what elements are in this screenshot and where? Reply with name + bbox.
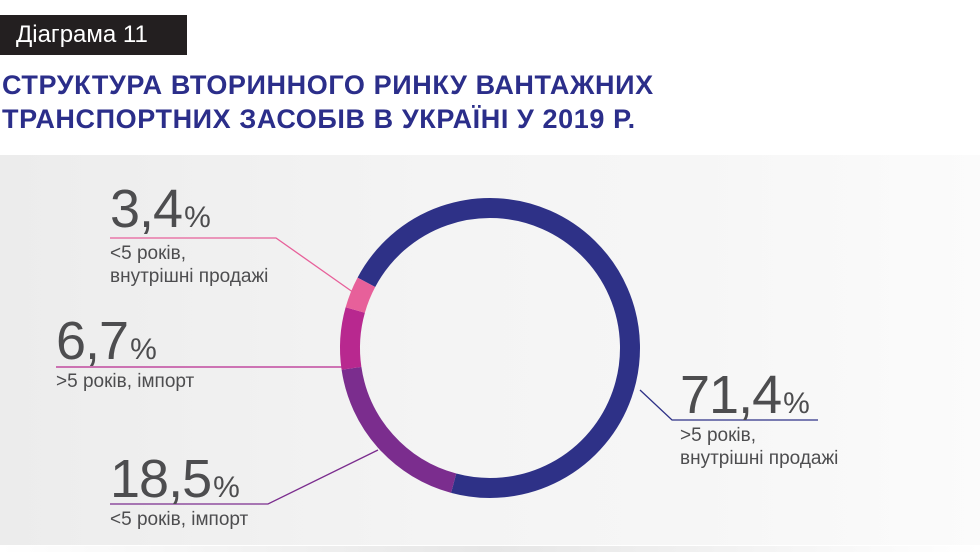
leader-line-3: [110, 237, 358, 296]
slice-category-label-3: <5 років, внутрішні продажі: [110, 242, 268, 288]
slice-category-line1-3: <5 років,: [110, 243, 186, 264]
slice-category-label-1: <5 років, імпорт: [110, 508, 248, 531]
percent-sign-1: %: [213, 471, 240, 504]
slice-category-line1-1: <5 років, імпорт: [110, 509, 249, 530]
donut-slice-3: [345, 277, 376, 313]
slice-category-label-0: >5 років, внутрішні продажі: [680, 424, 838, 470]
leader-line-1: [110, 449, 379, 505]
slice-value-label-3: 3,4%: [110, 182, 211, 245]
panel-bottom-divider: [0, 546, 980, 552]
slice-category-label-2: >5 років, імпорт: [56, 370, 194, 393]
slice-value-label-0: 71,4%: [680, 368, 810, 431]
slice-value-label-2: 6,7%: [56, 314, 157, 377]
percent-sign-3: %: [184, 201, 211, 234]
slice-category-line2-0: внутрішні продажі: [680, 448, 839, 469]
donut-slice-1: [341, 366, 457, 493]
diagram-number-tag: Діаграма 11: [0, 15, 187, 55]
donut-slice-0: [357, 198, 640, 498]
slice-value-number-0: 71,4: [680, 365, 782, 425]
slice-value-number-1: 18,5: [110, 449, 212, 509]
donut-slice-2: [340, 307, 365, 370]
slice-value-number-3: 3,4: [110, 179, 183, 239]
slice-value-label-1: 18,5%: [110, 452, 240, 515]
slice-value-number-2: 6,7: [56, 311, 129, 371]
title-line-1: СТРУКТУРА ВТОРИННОГО РИНКУ ВАНТАЖНИХ: [2, 70, 654, 100]
page-title: СТРУКТУРА ВТОРИННОГО РИНКУ ВАНТАЖНИХ ТРА…: [2, 68, 902, 136]
slice-category-line2-3: внутрішні продажі: [110, 266, 269, 287]
percent-sign-2: %: [130, 333, 157, 366]
title-line-2: ТРАНСПОРТНИХ ЗАСОБІВ В УКРАЇНІ У 2019 Р.: [2, 104, 636, 134]
slice-category-line1-0: >5 років,: [680, 425, 756, 446]
leader-line-0: [639, 389, 818, 421]
percent-sign-0: %: [783, 387, 810, 420]
slice-category-line1-2: >5 років, імпорт: [56, 371, 195, 392]
